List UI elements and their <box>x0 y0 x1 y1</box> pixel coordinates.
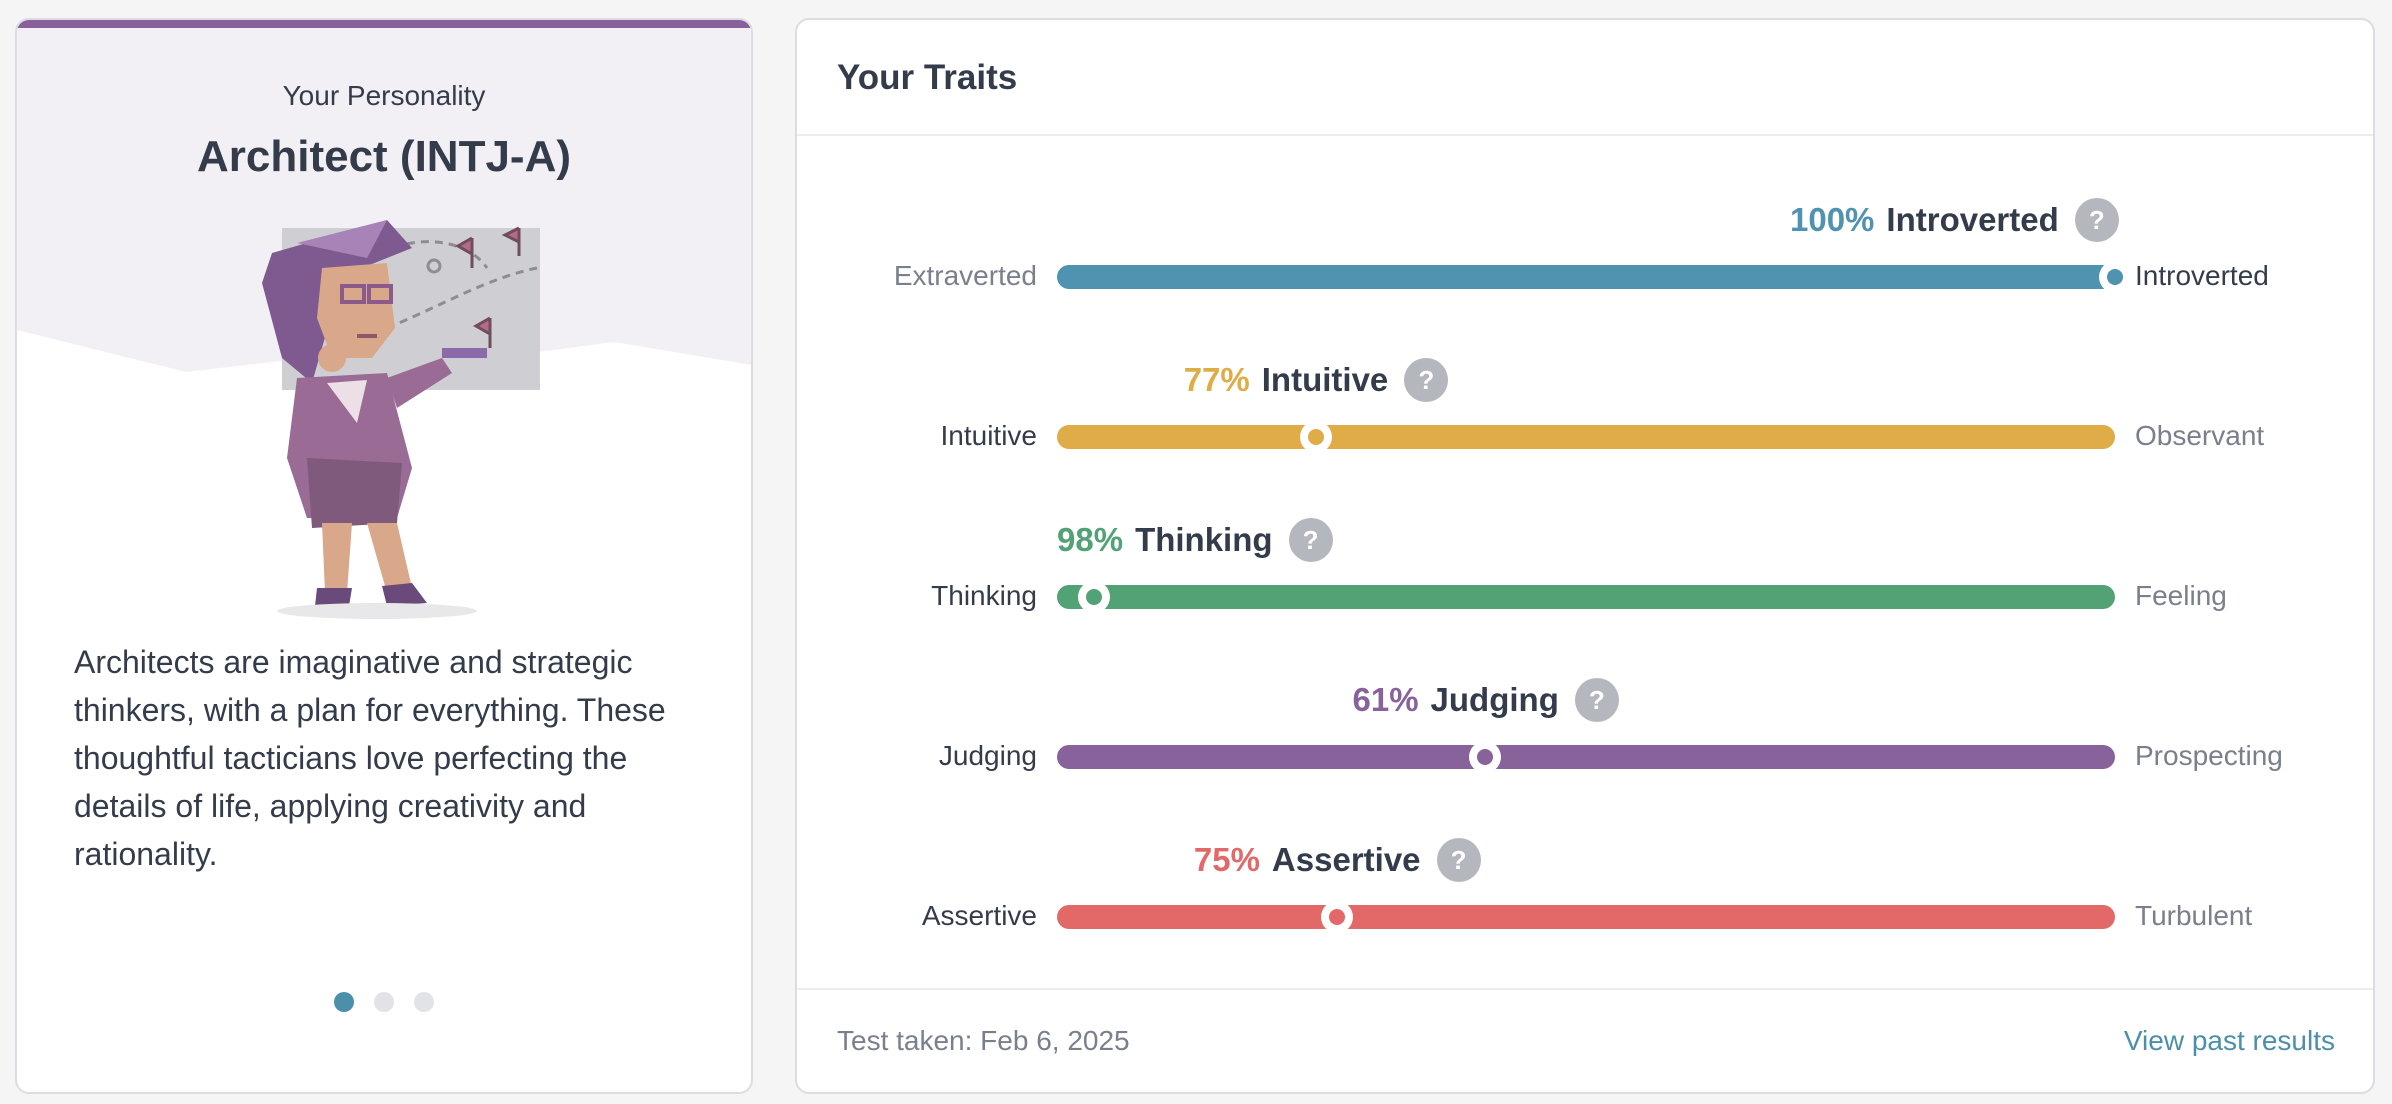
trait-bar <box>1057 745 2115 769</box>
trait-percent: 77% <box>1183 361 1250 398</box>
personality-eyebrow: Your Personality <box>282 80 486 111</box>
traits-card: Your Traits 100% Introverted? Extraverted I… <box>795 18 2375 1094</box>
carousel-dot-1[interactable] <box>334 992 354 1012</box>
personality-title: Architect (INTJ-A) <box>196 132 572 181</box>
carousel-dot-2[interactable] <box>374 992 394 1012</box>
hero-background <box>17 20 751 372</box>
trait-score-label: 77% Intuitive? <box>1184 358 1449 402</box>
trait-left-pole: Thinking <box>931 580 1037 611</box>
trait-percent: 98% <box>1057 521 1124 558</box>
knob-center <box>2107 269 2123 285</box>
trait-slider-knob[interactable] <box>2099 261 2131 293</box>
carousel-dots <box>17 992 751 1012</box>
help-icon[interactable]: ? <box>1288 518 1333 562</box>
help-icon[interactable]: ? <box>1436 838 1481 882</box>
trait-bar <box>1057 585 2115 609</box>
personality-description: Architects are imaginative and strategic… <box>74 644 666 872</box>
carousel-dot-3[interactable] <box>414 992 434 1012</box>
architect-illustration <box>262 220 540 619</box>
traits-footer: Test taken: Feb 6, 2025 View past result… <box>797 988 2373 1092</box>
knob-center <box>1308 429 1325 445</box>
trait-percent: 75% <box>1193 841 1260 878</box>
trait-bar <box>1057 265 2115 289</box>
knob-center <box>1477 749 1494 765</box>
trait-percent: 100% <box>1790 201 1875 238</box>
trait-name: Thinking <box>1135 521 1273 558</box>
trait-right-pole: Observant <box>2135 420 2265 451</box>
trait-slider-knob[interactable] <box>1321 901 1354 933</box>
help-icon[interactable]: ? <box>2074 198 2119 242</box>
traits-title: Your Traits <box>797 20 2373 136</box>
trait-name: Intuitive <box>1261 361 1389 398</box>
trait-right-pole: Feeling <box>2135 580 2227 611</box>
help-icon[interactable]: ? <box>1404 358 1449 402</box>
card-accent-bar <box>17 20 751 28</box>
trait-row-judging: 61% Judging? Judging Prospecting <box>797 678 2373 788</box>
trait-left-pole: Extraverted <box>893 260 1037 291</box>
trait-left-pole: Judging <box>938 740 1037 771</box>
trait-score-label: 75% Assertive? <box>1194 838 1481 882</box>
trait-slider-knob[interactable] <box>1078 581 1111 613</box>
personality-card: Your Personality Architect (INTJ-A) Ar <box>15 18 753 1094</box>
knob-center <box>1329 909 1346 925</box>
trait-name: Judging <box>1430 681 1559 718</box>
trait-row-introverted: 100% Introverted? Extraverted Introverted <box>797 198 2373 308</box>
trait-row-intuitive: 77% Intuitive? Intuitive Observant <box>797 358 2373 468</box>
trait-row-thinking: 98% Thinking? Thinking Feeling <box>797 518 2373 628</box>
trait-left-pole: Intuitive <box>940 420 1038 451</box>
trait-name: Introverted <box>1886 201 2059 238</box>
trait-right-pole: Turbulent <box>2135 900 2253 931</box>
trait-right-pole: Introverted <box>2135 260 2269 291</box>
trait-slider-knob[interactable] <box>1300 421 1333 453</box>
trait-slider-knob[interactable] <box>1469 741 1502 773</box>
trait-right-pole: Prospecting <box>2135 740 2283 771</box>
trait-percent: 61% <box>1352 681 1419 718</box>
trait-score-label: 98% Thinking? <box>1057 518 1333 562</box>
test-date: Test taken: Feb 6, 2025 <box>837 1025 1130 1056</box>
trait-score-label: 100% Introverted? <box>1790 198 2119 242</box>
view-past-results-link[interactable]: View past results <box>2123 1025 2335 1056</box>
trait-bar <box>1057 905 2115 929</box>
trait-name: Assertive <box>1271 841 1421 878</box>
knob-center <box>1086 589 1103 605</box>
trait-score-label: 61% Judging? <box>1352 678 1619 722</box>
trait-bar <box>1057 425 2115 449</box>
trait-row-assertive: 75% Assertive? Assertive Turbulent <box>797 838 2373 948</box>
help-icon[interactable]: ? <box>1574 678 1619 722</box>
trait-left-pole: Assertive <box>921 900 1037 931</box>
